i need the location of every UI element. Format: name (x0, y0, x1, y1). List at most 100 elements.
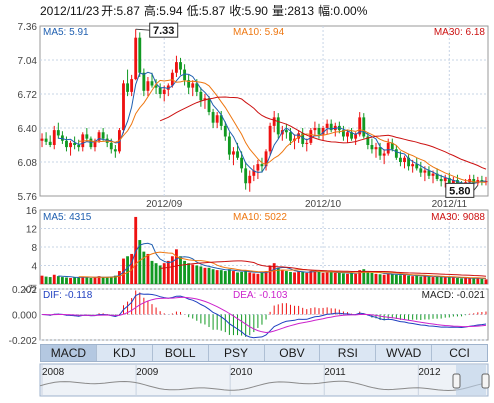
volume-bar (280, 270, 284, 284)
volume-bar (484, 279, 488, 284)
low-annotation: 5.80 (449, 185, 470, 197)
candle-body (407, 157, 411, 167)
navigator-left-handle (452, 373, 461, 389)
candle-body (447, 177, 451, 184)
volume-bar (341, 273, 345, 284)
volume-bar (443, 277, 447, 284)
volume-bar (73, 277, 77, 284)
volume-bar (276, 267, 280, 284)
candle-body (244, 168, 248, 184)
volume-bar (447, 277, 451, 284)
price-tick-label: 7.36 (18, 22, 38, 33)
volume-bar (272, 263, 276, 284)
header-volume: 量:2813 (272, 4, 314, 18)
volume-bar (252, 273, 256, 284)
date-tick-label: 2012/10 (305, 199, 342, 210)
tab-rsi[interactable]: RSI (320, 345, 377, 361)
volume-ma5-line (58, 242, 487, 280)
candle-body (162, 89, 166, 94)
candle-body (77, 145, 81, 148)
candle-body (370, 145, 374, 150)
volume-bar (317, 271, 321, 284)
dea-line (41, 296, 487, 334)
volume-bar (431, 277, 435, 284)
volume-bar (162, 263, 166, 284)
volume-bar (476, 278, 480, 284)
tab-obv[interactable]: OBV (265, 345, 321, 361)
macd-tick-label: 0.202 (12, 285, 37, 296)
volume-bar (105, 277, 109, 284)
tab-cci[interactable]: CCI (449, 346, 470, 360)
candle-body (390, 142, 394, 150)
candle-body (366, 136, 370, 145)
volume-bar (370, 272, 374, 284)
annotation-pointer (135, 28, 150, 31)
volume-bar (403, 274, 406, 284)
candle-body (260, 164, 264, 167)
volume-bar (191, 264, 195, 284)
volume-bar (378, 274, 382, 284)
volume-bar (179, 256, 182, 284)
candle-body (40, 138, 44, 141)
volume-bar (81, 276, 85, 284)
volume-bar (142, 251, 146, 284)
volume-bar (460, 278, 463, 284)
volume-bar (329, 271, 333, 284)
candle-body (154, 85, 158, 88)
candle-body (223, 125, 227, 137)
candle-body (130, 79, 134, 92)
tab-boll[interactable]: BOLL (153, 345, 209, 361)
volume-tick-label: 12 (26, 225, 38, 236)
candle-body (158, 87, 162, 94)
tab-wvad[interactable]: WVAD (376, 345, 433, 361)
tab-macd[interactable]: MACD (41, 345, 97, 361)
volume-ma30-line (160, 260, 487, 277)
candle-body (195, 83, 199, 92)
volume-bar (256, 273, 260, 284)
volume-bar (451, 277, 455, 284)
volume-bar (268, 265, 272, 284)
macd-tick-label: 0.000 (12, 311, 37, 322)
candle-body (305, 142, 309, 144)
candle-body (427, 170, 431, 176)
volume-bar (350, 272, 353, 284)
candle-body (73, 142, 77, 145)
volume-bar (215, 270, 219, 284)
candle-body (386, 142, 390, 154)
candle-body (439, 179, 443, 182)
navigator-year-label: 2010 (230, 367, 253, 378)
ma10-line (78, 79, 487, 183)
volume-bar (40, 275, 44, 284)
navigator[interactable]: 2008 2009 2010 2011 2012 (39, 363, 490, 397)
volume-bar (305, 272, 309, 284)
ma5-legend: MA5: 5.91 (43, 27, 89, 38)
tab-kdj[interactable]: KDJ (97, 345, 153, 361)
candle-body (252, 170, 256, 176)
volume-bar (60, 277, 64, 284)
volume-bar (394, 274, 398, 284)
header-quote: 2012/11/23 开:5.87 高:5.94 低:5.87 收:5.90 量:2813… (40, 3, 368, 18)
candle-body (431, 173, 435, 176)
volume-bar (101, 277, 105, 284)
candle-body (411, 164, 415, 167)
candle-body (451, 180, 455, 184)
candle-body (354, 134, 358, 139)
candle-body (126, 83, 129, 92)
price-pane: 7.36 7.04 6.72 6.40 6.08 5.76 2012/09 2012/10 20… (18, 22, 489, 210)
volume-bar (48, 277, 52, 284)
candle-body (272, 117, 276, 126)
volume-bar (337, 272, 341, 284)
header-high: 高:5.94 (144, 3, 183, 18)
volume-bar (211, 269, 215, 284)
candle-body (219, 115, 223, 126)
candle-body (284, 130, 288, 133)
volume-bar (44, 276, 48, 284)
volume-bar (195, 265, 199, 284)
tab-psy[interactable]: PSY (209, 345, 265, 361)
candle-body (97, 132, 101, 141)
price-tick-label: 7.04 (18, 56, 38, 67)
annotation-box (445, 182, 475, 198)
annotation-box (149, 22, 179, 38)
volume-bar (284, 271, 288, 284)
